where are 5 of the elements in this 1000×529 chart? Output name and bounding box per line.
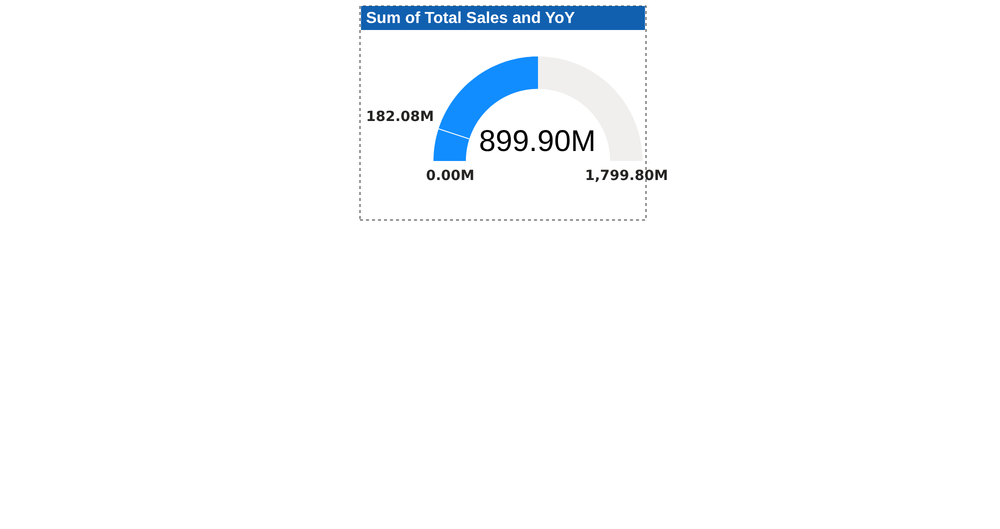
data-label: 182.08M (366, 109, 434, 125)
text: 0.00M (426, 168, 474, 184)
text: 899.90M (479, 125, 596, 158)
text: 1,799.80M (585, 168, 668, 184)
chart-title: Sum of Total Sales and YoY (366, 10, 576, 27)
